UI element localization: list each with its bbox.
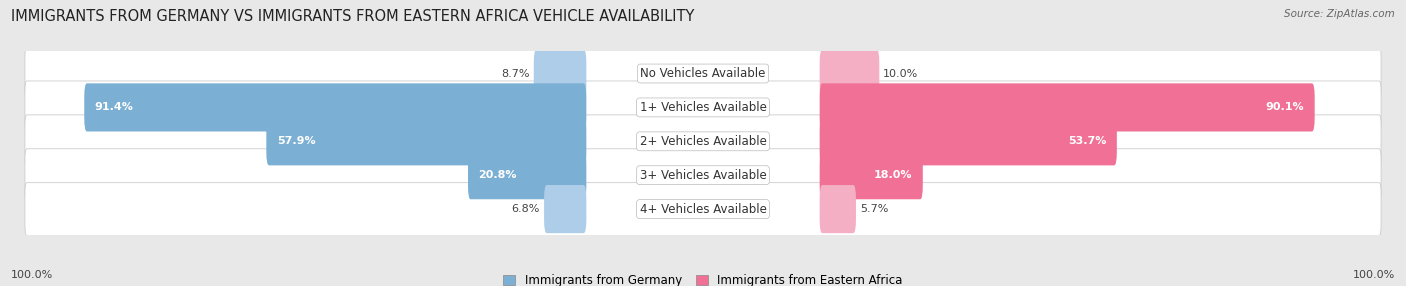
Text: 8.7%: 8.7%: [502, 69, 530, 79]
Text: 100.0%: 100.0%: [11, 270, 53, 280]
Text: 20.8%: 20.8%: [478, 170, 517, 180]
Text: 91.4%: 91.4%: [94, 102, 134, 112]
Text: 4+ Vehicles Available: 4+ Vehicles Available: [640, 202, 766, 216]
Text: 1+ Vehicles Available: 1+ Vehicles Available: [640, 101, 766, 114]
FancyBboxPatch shape: [25, 183, 1381, 236]
FancyBboxPatch shape: [25, 115, 1381, 168]
Text: 3+ Vehicles Available: 3+ Vehicles Available: [640, 169, 766, 182]
FancyBboxPatch shape: [820, 83, 1315, 132]
FancyBboxPatch shape: [84, 83, 586, 132]
Text: 90.1%: 90.1%: [1265, 102, 1305, 112]
FancyBboxPatch shape: [25, 149, 1381, 202]
Text: No Vehicles Available: No Vehicles Available: [640, 67, 766, 80]
FancyBboxPatch shape: [25, 81, 1381, 134]
Text: 18.0%: 18.0%: [873, 170, 912, 180]
FancyBboxPatch shape: [544, 185, 586, 233]
FancyBboxPatch shape: [820, 185, 856, 233]
Text: 10.0%: 10.0%: [883, 69, 918, 79]
FancyBboxPatch shape: [820, 151, 922, 199]
FancyBboxPatch shape: [534, 49, 586, 98]
FancyBboxPatch shape: [820, 49, 879, 98]
FancyBboxPatch shape: [468, 151, 586, 199]
Text: 100.0%: 100.0%: [1353, 270, 1395, 280]
Text: IMMIGRANTS FROM GERMANY VS IMMIGRANTS FROM EASTERN AFRICA VEHICLE AVAILABILITY: IMMIGRANTS FROM GERMANY VS IMMIGRANTS FR…: [11, 9, 695, 23]
Text: 5.7%: 5.7%: [860, 204, 889, 214]
Text: 53.7%: 53.7%: [1067, 136, 1107, 146]
FancyBboxPatch shape: [266, 117, 586, 165]
Text: 6.8%: 6.8%: [512, 204, 540, 214]
Text: 57.9%: 57.9%: [277, 136, 315, 146]
FancyBboxPatch shape: [820, 117, 1116, 165]
Legend: Immigrants from Germany, Immigrants from Eastern Africa: Immigrants from Germany, Immigrants from…: [503, 274, 903, 286]
Text: Source: ZipAtlas.com: Source: ZipAtlas.com: [1284, 9, 1395, 19]
Text: 2+ Vehicles Available: 2+ Vehicles Available: [640, 135, 766, 148]
FancyBboxPatch shape: [25, 47, 1381, 100]
